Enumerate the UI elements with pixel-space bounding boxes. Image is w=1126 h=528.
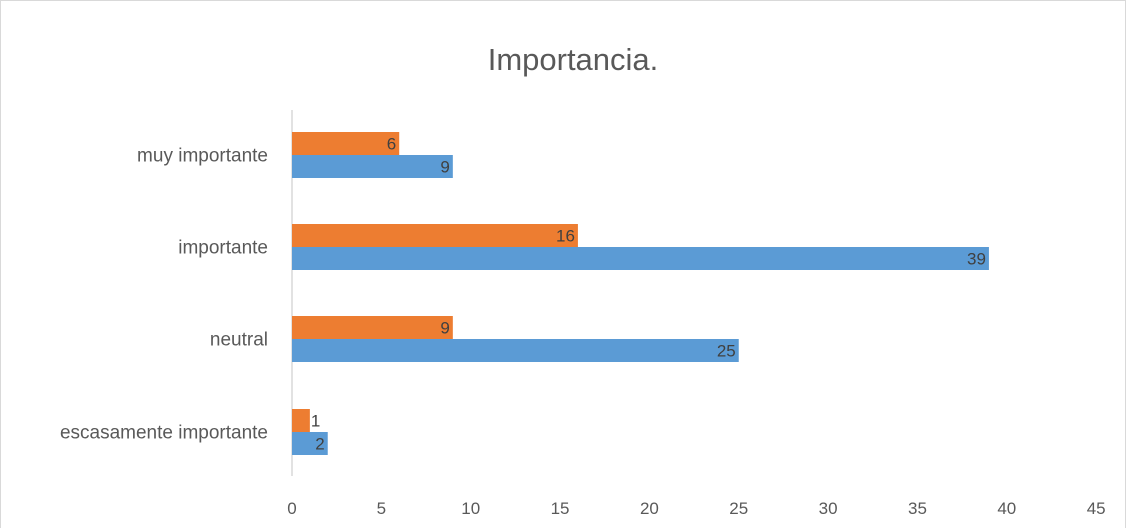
data-label: 25 bbox=[717, 342, 736, 361]
x-tick-label: 35 bbox=[908, 499, 927, 518]
category-label: escasamente importante bbox=[60, 423, 268, 444]
bar bbox=[292, 155, 453, 178]
bar bbox=[292, 132, 400, 155]
plot-area: 0 5 10 15 20 25 30 35 40 45 escasamente importante… bbox=[60, 110, 1106, 518]
bar bbox=[292, 339, 739, 362]
x-tick-label: 25 bbox=[729, 499, 748, 518]
data-label: 9 bbox=[440, 158, 449, 177]
x-tick-label: 40 bbox=[997, 499, 1016, 518]
data-label: 9 bbox=[440, 319, 449, 338]
x-tick-label: 15 bbox=[551, 499, 570, 518]
category-label: muy importante bbox=[137, 146, 268, 167]
bar bbox=[292, 316, 453, 339]
bar bbox=[292, 247, 989, 270]
x-tick-label: 20 bbox=[640, 499, 659, 518]
category-label: neutral bbox=[210, 330, 268, 351]
bar bbox=[292, 432, 328, 455]
category-label: importante bbox=[178, 238, 268, 259]
data-label: 6 bbox=[387, 135, 396, 154]
data-label: 1 bbox=[311, 412, 320, 431]
x-tick-label: 10 bbox=[461, 499, 480, 518]
bar bbox=[292, 409, 310, 432]
data-label: 2 bbox=[315, 435, 324, 454]
data-label: 16 bbox=[556, 227, 575, 246]
data-label: 39 bbox=[967, 250, 986, 269]
x-tick-label: 30 bbox=[819, 499, 838, 518]
x-tick-label: 45 bbox=[1087, 499, 1106, 518]
bar bbox=[292, 224, 578, 247]
x-tick-label: 5 bbox=[377, 499, 386, 518]
x-tick-label: 0 bbox=[287, 499, 296, 518]
chart-title: Importancia. bbox=[488, 42, 659, 77]
